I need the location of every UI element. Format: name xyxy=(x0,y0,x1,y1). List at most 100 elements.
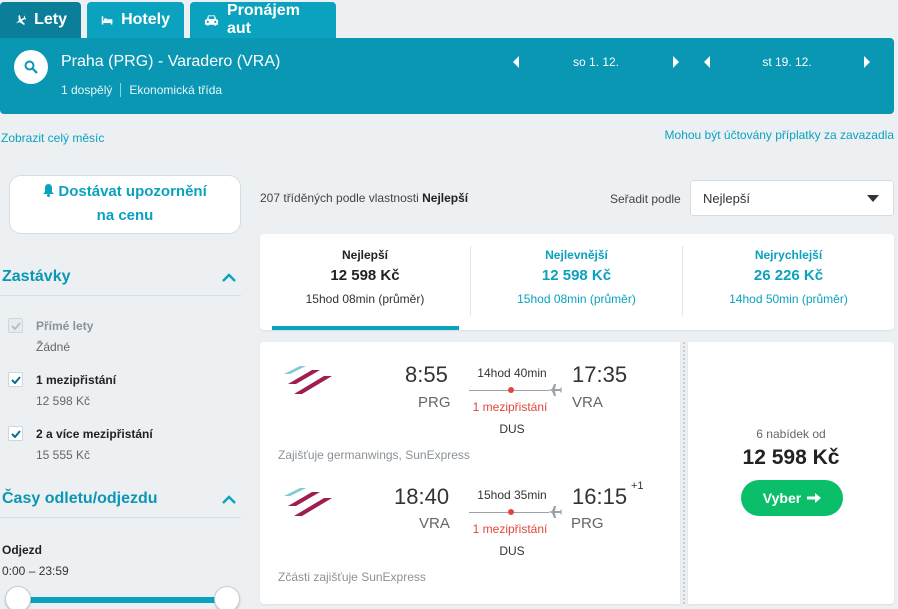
return-date-picker: st 19. 12. xyxy=(697,52,877,72)
cabin-class-text: Ekonomická třída xyxy=(129,83,223,97)
result-price: 12 598 Kč xyxy=(742,446,840,469)
search-summary-bar: Praha (PRG) - Varadero (VRA) 1 dospělý E… xyxy=(0,38,894,114)
price-alert-button[interactable]: Dostávat upozornění na cenu xyxy=(9,175,241,234)
route-text[interactable]: Praha (PRG) - Varadero (VRA) xyxy=(61,53,281,70)
operator-text: Zajišťuje germanwings, SunExpress xyxy=(278,448,470,462)
stops-section-title[interactable]: Zastávky xyxy=(2,268,71,285)
summary-title: Nejlepší xyxy=(341,248,389,262)
chevron-up-icon[interactable] xyxy=(222,495,236,505)
plane-icon xyxy=(15,14,27,25)
direct-flights-checkbox[interactable] xyxy=(8,318,23,333)
divider xyxy=(470,246,471,316)
search-icon xyxy=(24,60,38,74)
stop-option-price: Žádné xyxy=(36,340,71,354)
divider xyxy=(120,83,122,97)
passenger-summary[interactable]: 1 dospělý Ekonomická třída xyxy=(61,83,222,97)
arrival-airport: VRA xyxy=(572,394,603,411)
divider xyxy=(682,246,683,316)
arrival-airport: PRG xyxy=(571,515,604,532)
select-flight-button[interactable]: Vyber xyxy=(741,480,843,516)
prev-date-button[interactable] xyxy=(506,56,526,68)
stop-option-label: Přímé lety xyxy=(36,319,94,333)
sort-dropdown[interactable]: Nejlepší xyxy=(690,180,894,216)
show-whole-month-link[interactable]: Zobrazit celý měsíc xyxy=(1,131,105,145)
chevron-left-icon xyxy=(704,56,710,68)
next-day-indicator: +1 xyxy=(631,480,644,492)
passengers-text: 1 dospělý xyxy=(61,83,113,97)
sort-summary-tabs: Nejlepší 12 598 Kč 15hod 08min (průměr) … xyxy=(260,234,894,330)
departure-slider-max-handle[interactable] xyxy=(214,586,240,609)
caret-down-icon xyxy=(867,195,879,202)
baggage-fees-link[interactable]: Mohou být účtovány příplatky za zavazadl… xyxy=(664,128,894,142)
times-section-title[interactable]: Časy odletu/odjezdu xyxy=(2,490,158,507)
tab-hotels[interactable]: Hotely xyxy=(87,2,184,38)
departure-title: Odjezd xyxy=(2,543,43,557)
stop-dot xyxy=(508,387,514,393)
chevron-up-icon[interactable] xyxy=(222,273,236,283)
arrival-time: 16:15 xyxy=(572,484,628,509)
departure-airport: PRG xyxy=(418,394,451,411)
summary-title: Nejlevnější xyxy=(545,248,608,262)
tab-label: Hotely xyxy=(121,11,170,28)
stops-count: 1 mezipřistání xyxy=(472,522,548,536)
alert-label-line1: Dostávat upozornění xyxy=(58,183,207,200)
stop-option-price: 12 598 Kč xyxy=(36,394,91,408)
departure-slider-min-handle[interactable] xyxy=(5,586,31,609)
results-count-text: 207 tříděných podle vlastnosti xyxy=(260,191,419,205)
stop-option-price: 15 555 Kč xyxy=(36,448,91,462)
tab-flights[interactable]: Lety xyxy=(0,2,81,38)
arrow-right-icon xyxy=(807,493,822,503)
stopover-airport: DUS xyxy=(499,544,525,558)
flight-result-card[interactable] xyxy=(260,342,680,604)
two-plus-stops-checkbox[interactable] xyxy=(8,426,23,441)
flight-duration: 15hod 35min xyxy=(477,488,547,502)
check-icon xyxy=(10,321,21,330)
departure-time: 8:55 xyxy=(405,362,448,387)
return-date[interactable]: st 19. 12. xyxy=(762,55,812,69)
bed-icon xyxy=(101,16,113,25)
departure-slider-track[interactable] xyxy=(10,597,226,603)
stopover-airport: DUS xyxy=(499,422,525,436)
tab-fastest[interactable]: Nejrychlejší 26 226 Kč 14hod 50min (prům… xyxy=(683,234,894,330)
airline-logo-icon xyxy=(284,366,332,394)
check-icon xyxy=(10,429,21,438)
chevron-left-icon xyxy=(513,56,519,68)
divider xyxy=(0,295,241,296)
tab-cheapest[interactable]: Nejlevnější 12 598 Kč 15hod 08min (průmě… xyxy=(471,234,682,330)
tab-best[interactable]: Nejlepší 12 598 Kč 15hod 08min (průměr) xyxy=(260,234,470,330)
stop-dot xyxy=(508,509,514,515)
search-button[interactable] xyxy=(14,50,48,84)
top-tabs: Lety Hotely Pronájem aut xyxy=(0,0,336,38)
chevron-right-icon xyxy=(673,56,679,68)
tab-label: Pronájem aut xyxy=(227,2,300,37)
bell-icon xyxy=(43,184,55,197)
stop-option-label: 2 a více mezipřistání xyxy=(36,427,153,441)
operator-text: Zčásti zajišťuje SunExpress xyxy=(278,570,426,584)
summary-price: 12 598 Kč xyxy=(330,267,400,284)
results-sort-name: Nejlepší xyxy=(422,191,469,205)
tab-car-rental[interactable]: Pronájem aut xyxy=(190,2,336,38)
departure-range: 0:00 – 23:59 xyxy=(2,564,69,578)
offers-count: 6 nabídek od xyxy=(756,427,826,441)
plane-icon xyxy=(548,506,562,518)
airline-logo-icon xyxy=(284,488,332,516)
tab-label: Lety xyxy=(34,11,67,28)
stop-option-label: 1 mezipřistání xyxy=(36,373,117,387)
car-icon xyxy=(204,15,219,26)
sort-label: Seřadit podle xyxy=(610,192,681,206)
flight-duration: 14hod 40min xyxy=(477,366,547,380)
outbound-date[interactable]: so 1. 12. xyxy=(572,55,620,69)
stops-count: 1 mezipřistání xyxy=(472,400,548,414)
next-date-button[interactable] xyxy=(857,56,877,68)
one-stop-checkbox[interactable] xyxy=(8,372,23,387)
divider xyxy=(0,517,241,518)
alert-label-line2: na cenu xyxy=(96,207,154,224)
arrival-time: 17:35 xyxy=(572,362,628,387)
departure-airport: VRA xyxy=(419,515,450,532)
next-date-button[interactable] xyxy=(666,56,686,68)
sort-dropdown-value: Nejlepší xyxy=(703,191,750,206)
prev-date-button[interactable] xyxy=(697,56,717,68)
active-tab-indicator xyxy=(272,326,459,330)
results-count: 207 tříděných podle vlastnosti Nejlepší xyxy=(260,191,468,205)
summary-title: Nejrychlejší xyxy=(754,248,823,262)
